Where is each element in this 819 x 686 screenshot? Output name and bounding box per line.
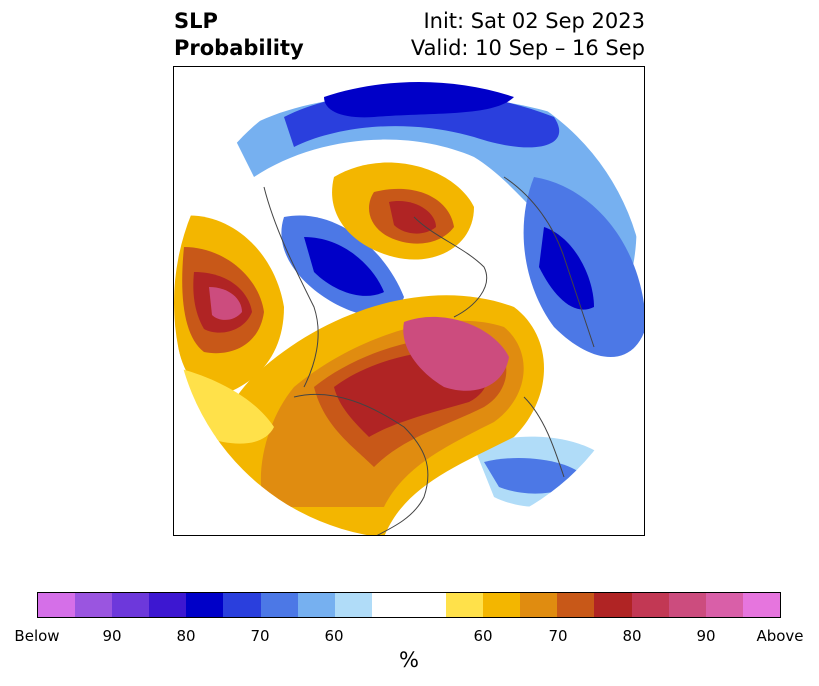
colorbar-segment [631,593,669,617]
colorbar-tick: 70 [548,627,568,645]
colorbar-segment [742,593,780,617]
plot-title-left: SLP Probability [174,8,304,62]
colorbar-tick: 60 [473,627,493,645]
title-variable: SLP [174,9,218,33]
coastlines [263,176,595,535]
colorbar-tick: 90 [696,627,716,645]
init-date: Init: Sat 02 Sep 2023 [423,9,645,33]
colorbar-segment [520,593,558,617]
colorbar-segment [223,593,261,617]
colorbar-tick: 80 [622,627,642,645]
colorbar-tick-below: Below [14,627,60,645]
colorbar-segment [334,593,372,617]
plot-title-right: Init: Sat 02 Sep 2023 Valid: 10 Sep – 16… [411,8,645,62]
colorbar-tick: 60 [324,627,344,645]
colorbar-tick-above: Above [756,627,804,645]
colorbar-segment [186,593,224,617]
colorbar-segment [668,593,706,617]
colorbar-tick: 80 [176,627,196,645]
colorbar-segment [705,593,743,617]
colorbar-segment [371,593,447,617]
map-panel [173,66,645,536]
colorbar-tick: 90 [102,627,122,645]
colorbar-segment [297,593,335,617]
probability-field [174,67,644,535]
colorbar-segment [557,593,595,617]
colorbar-unit: % [399,648,419,672]
title-type: Probability [174,36,304,60]
colorbar-segment [260,593,298,617]
colorbar-segment [112,593,150,617]
colorbar-segment [594,593,632,617]
probability-map [174,67,644,535]
colorbar-segment [446,593,484,617]
valid-range: Valid: 10 Sep – 16 Sep [410,36,645,60]
colorbar-segment [38,593,76,617]
colorbar-segment [483,593,521,617]
colorbar-tick: 70 [250,627,270,645]
colorbar-segment [149,593,187,617]
colorbar-segment [75,593,113,617]
colorbar [37,592,781,618]
